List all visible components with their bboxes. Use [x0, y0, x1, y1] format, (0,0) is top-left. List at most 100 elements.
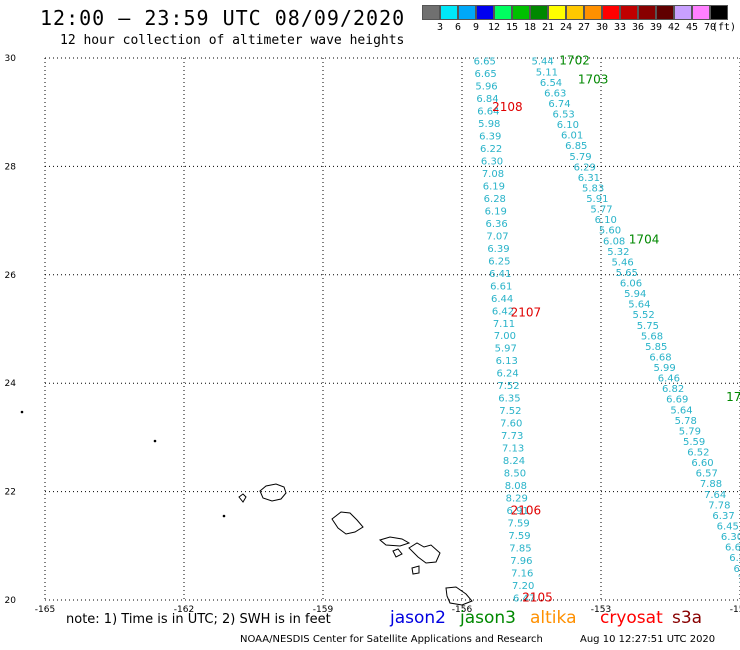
swh-value: 6.85: [565, 141, 587, 152]
swh-value: 6.91: [507, 506, 529, 517]
swh-value: 7: [738, 574, 740, 585]
colorbar-label: 18: [523, 22, 537, 33]
swh-value: 6.08: [603, 236, 625, 247]
colorbar-swatch: [566, 5, 584, 20]
swh-value: 7.78: [708, 500, 730, 511]
swh-value: 6.22: [480, 144, 502, 155]
colorbar-label: 15: [505, 22, 519, 33]
swh-value: 6.64: [725, 543, 740, 554]
swh-value: 6.30: [481, 157, 503, 168]
colorbar-swatch: [602, 5, 620, 20]
swh-value: 5.85: [645, 342, 667, 353]
swh-value: 6.5: [729, 553, 740, 564]
swh-value: 6.52: [687, 448, 709, 459]
swh-value: 6.69: [666, 395, 688, 406]
swh-value: 6.30: [721, 532, 740, 543]
swh-value: 8.08: [505, 481, 527, 492]
satellite-name: altika: [530, 608, 577, 628]
swh-value: 7.59: [508, 531, 530, 542]
lon-tick-label: -165: [35, 605, 55, 615]
swh-value: 8.29: [506, 493, 528, 504]
lon-tick-label: -156: [452, 605, 473, 615]
swh-value: 5.65: [616, 268, 638, 279]
island-niihau: [238, 493, 247, 503]
swh-value: 7.88: [700, 479, 722, 490]
swh-value: 6.19: [485, 206, 507, 217]
swh-value: 7.16: [511, 568, 533, 579]
swh-value: 6.42: [492, 306, 514, 317]
colorbar-swatch: [692, 5, 710, 20]
colorbar-label: 42: [667, 22, 681, 33]
island-lanai: [392, 548, 403, 558]
lat-tick-label: 24: [5, 379, 17, 389]
track-id-label: 2106: [511, 504, 542, 518]
colorbar-swatch: [656, 5, 674, 20]
island-maui: [408, 542, 441, 564]
swh-value: 6.63: [544, 88, 566, 99]
swh-value: 6.10: [557, 120, 579, 131]
colorbar-label: 33: [613, 22, 627, 33]
swh-value: 6.54: [540, 78, 562, 89]
colorbar-swatch: [494, 5, 512, 20]
track-id-label: 1702: [559, 54, 590, 68]
swh-value: 6.13: [496, 356, 518, 367]
swh-value: 6.68: [649, 352, 671, 363]
colorbar-label: 9: [472, 22, 480, 33]
lat-tick-label: 26: [5, 271, 17, 281]
lat-tick-label: 30: [5, 54, 17, 64]
colorbar-swatch: [710, 5, 728, 20]
lat-tick-label: 22: [5, 488, 16, 498]
swh-value: 6.39: [479, 132, 501, 143]
colorbar-label: 45: [685, 22, 699, 33]
axis-labels: -165 -162 -159 -156 -153 -150 30 28 26 24 22 20: [5, 54, 740, 615]
hawaiian-islands: [20, 410, 473, 606]
swh-value: 5.46: [611, 257, 633, 268]
swh-value: 5.79: [569, 152, 591, 163]
swh-value: 6.44: [491, 294, 513, 305]
swh-value: 6.45: [717, 522, 739, 533]
colorbar-swatch: [638, 5, 656, 20]
swh-value: 5.68: [641, 331, 663, 342]
lat-tick-label: 20: [5, 596, 17, 606]
swh-value: 5.32: [607, 247, 629, 258]
swh-value: 7.07: [486, 231, 508, 242]
swh-value: 6.57: [696, 469, 718, 480]
colorbar-swatch: [620, 5, 638, 20]
swh-value: 6.37: [712, 511, 734, 522]
colorbar-label: 70: [703, 22, 717, 33]
colorbar-swatch: [440, 5, 458, 20]
swh-value: 5.60: [599, 226, 621, 237]
swh-value: 6.29: [574, 162, 596, 173]
track-id-label: 2108: [492, 100, 523, 114]
map-subtitle: 12 hour collection of altimeter wave hei…: [60, 33, 405, 48]
lon-tick-label: -159: [313, 605, 334, 615]
swh-value: 5.64: [628, 300, 650, 311]
generation-timestamp: Aug 10 12:27:51 UTC 2020: [580, 634, 716, 645]
swh-value: 5.79: [679, 426, 701, 437]
satellite-name: jason2: [390, 608, 446, 628]
swh-value: 7.13: [502, 444, 524, 455]
swh-value: 7.60: [500, 419, 522, 430]
colorbar-label: 36: [631, 22, 645, 33]
swh-value: 5.91: [586, 194, 608, 205]
track-id-label: 2105: [522, 590, 553, 604]
swh-value: 5.97: [495, 344, 517, 355]
swh-value: 7.59: [507, 518, 529, 529]
swh-value: 6.: [733, 564, 740, 575]
swh-value: 6.35: [498, 394, 520, 405]
satellite-name: jason3: [460, 608, 516, 628]
swh-value: 6.64: [477, 107, 499, 118]
swh-value: 5.75: [637, 321, 659, 332]
swh-value: 5.99: [654, 363, 676, 374]
swh-value: 6.39: [487, 244, 509, 255]
island-molokai: [378, 536, 411, 547]
colorbar-swatch: [458, 5, 476, 20]
swh-value: 5.52: [632, 310, 654, 321]
colorbar-label: 12: [487, 22, 501, 33]
colorbar-swatch: [584, 5, 602, 20]
colorbar-label: 24: [559, 22, 573, 33]
swh-value: 7.85: [509, 543, 531, 554]
swh-value: 7.64: [704, 490, 726, 501]
swh-value: 6.60: [691, 458, 713, 469]
